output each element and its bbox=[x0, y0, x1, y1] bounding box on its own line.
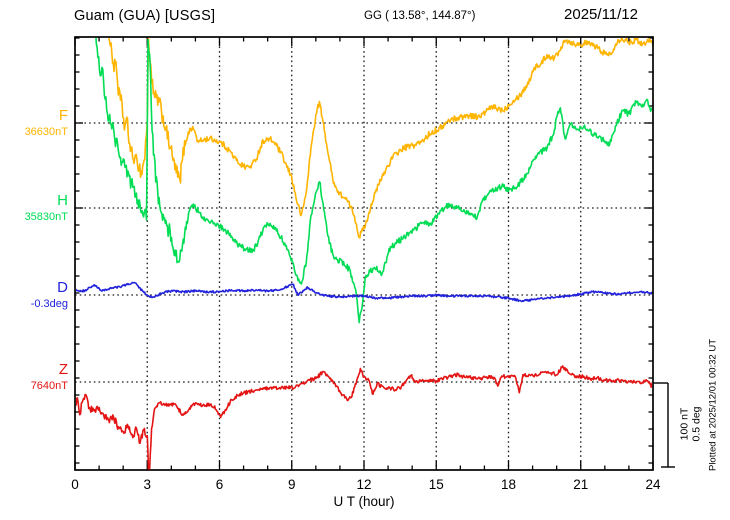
series-Z-curve bbox=[76, 365, 652, 470]
series-D-curve bbox=[76, 281, 652, 303]
geographic-coords: GG ( 13.58°, 144.87°) bbox=[364, 10, 476, 22]
scale-bar-label: 100 nT 0.5 deg bbox=[678, 406, 703, 442]
channel-letter-F: F bbox=[58, 107, 68, 124]
x-tick-label-0: 0 bbox=[71, 477, 79, 492]
channel-letter-H: H bbox=[57, 192, 68, 209]
x-tick-label-6: 6 bbox=[215, 477, 224, 492]
channel-letter-D: D bbox=[57, 279, 68, 296]
x-tick-label-18: 18 bbox=[500, 477, 517, 492]
scale-bar bbox=[653, 382, 675, 468]
channel-letter-Z: Z bbox=[58, 361, 68, 378]
scale-bar-deg: 0.5 deg bbox=[690, 406, 702, 442]
channel-label-D: D -0.3deg bbox=[0, 279, 68, 311]
channel-label-F: F 36630nT bbox=[0, 107, 68, 139]
channel-label-Z: Z 7640nT bbox=[0, 361, 68, 393]
x-axis-title: U T (hour) bbox=[333, 494, 395, 509]
plot-frame bbox=[74, 36, 654, 471]
x-tick-label-15: 15 bbox=[428, 477, 444, 492]
x-tick-label-12: 12 bbox=[356, 477, 372, 492]
plot-footnote: Plotted at 2025/12/01 00:32 UT bbox=[707, 338, 719, 472]
scale-bar-nt: 100 nT bbox=[678, 407, 691, 441]
channel-baseline-H: 35830nT bbox=[24, 211, 68, 223]
series-H-curve bbox=[95, 38, 652, 324]
station-title: Guam (GUA) [USGS] bbox=[74, 8, 216, 24]
grid-layer bbox=[75, 37, 653, 470]
series-F-curve bbox=[108, 38, 652, 239]
channel-baseline-F: 36630nT bbox=[24, 126, 68, 138]
x-tick-label-9: 9 bbox=[287, 477, 296, 492]
channel-baseline-D: -0.3deg bbox=[30, 298, 68, 310]
x-tick-label-21: 21 bbox=[573, 477, 589, 492]
channel-label-H: H 35830nT bbox=[0, 192, 68, 224]
channel-baseline-Z: 7640nT bbox=[30, 380, 68, 392]
x-tick-label-24: 24 bbox=[645, 477, 661, 492]
plot-date: 2025/11/12 bbox=[564, 6, 638, 23]
x-tick-label-3: 3 bbox=[143, 477, 151, 492]
